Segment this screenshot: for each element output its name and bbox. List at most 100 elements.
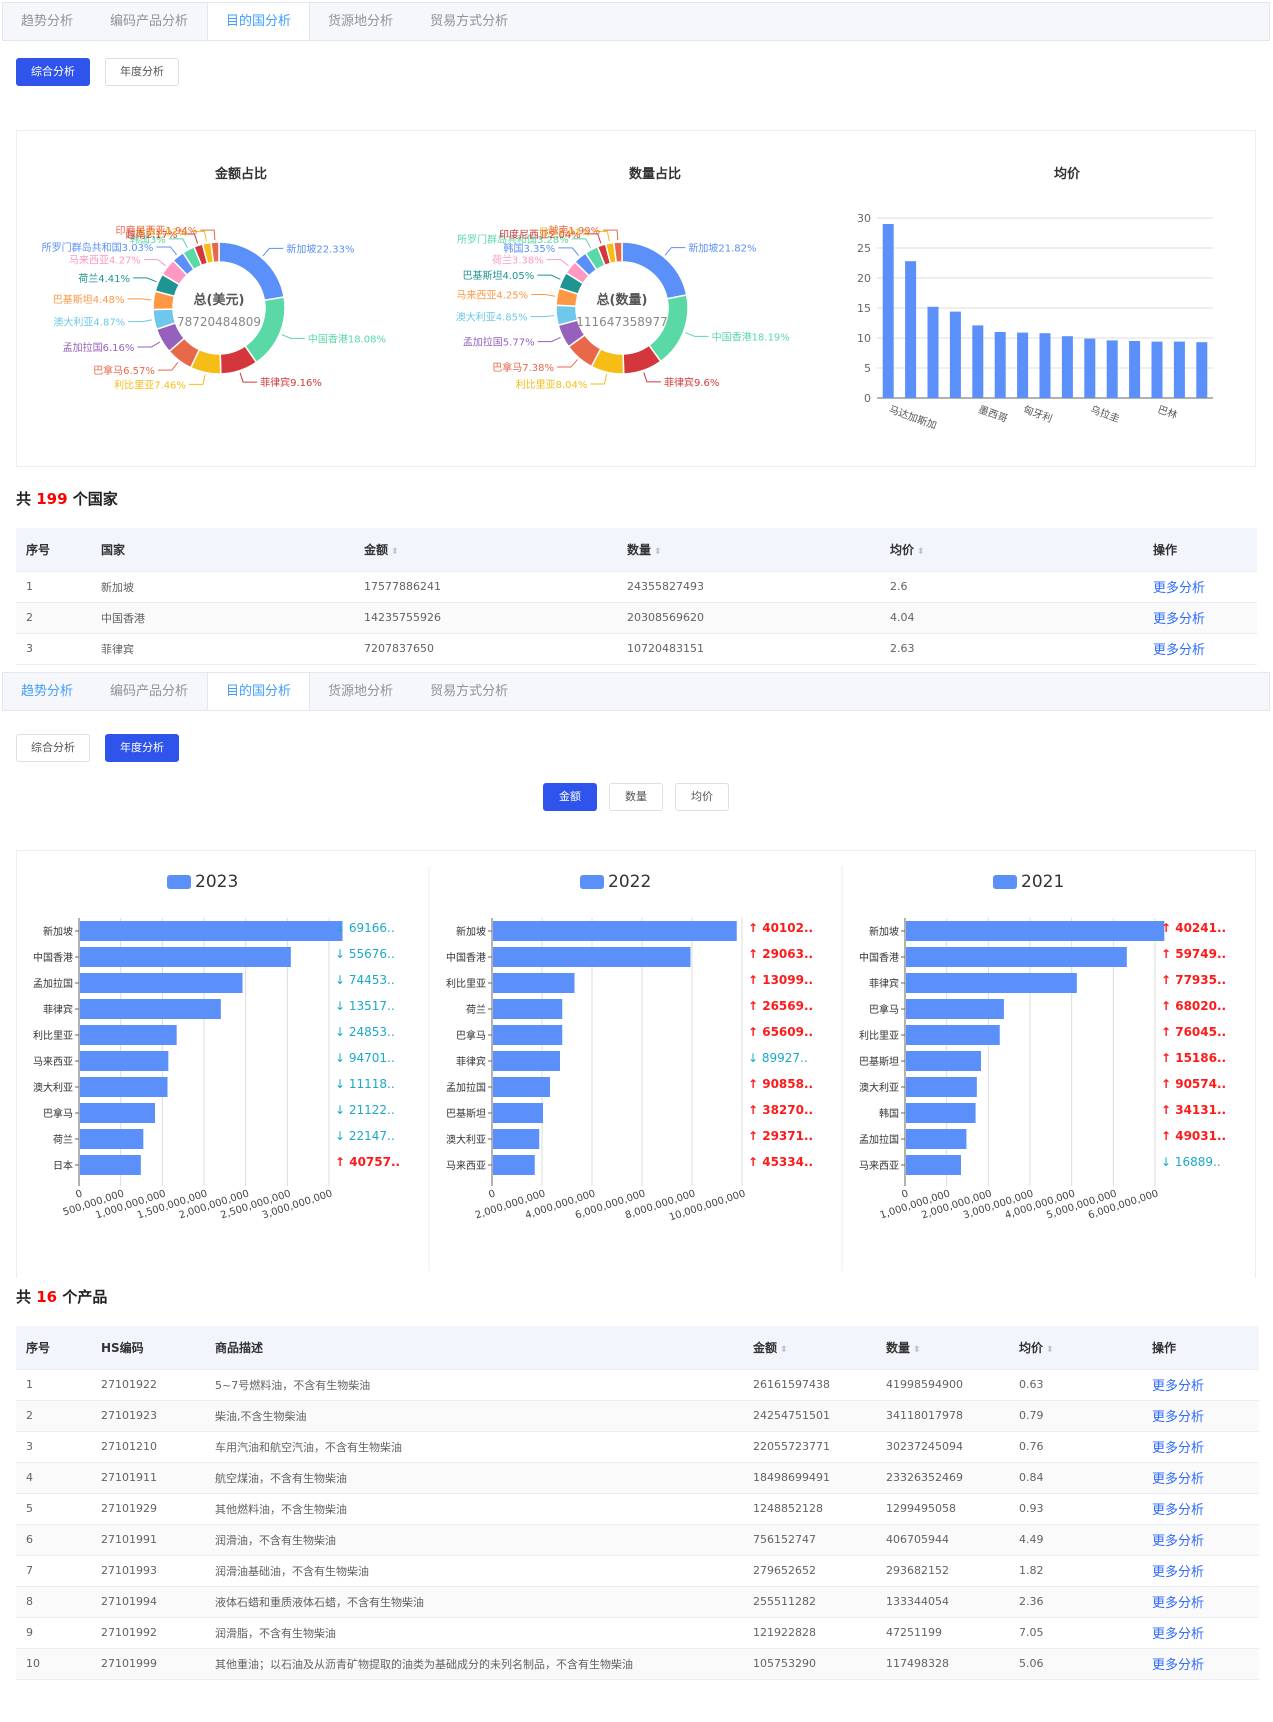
year-bar[interactable] bbox=[906, 999, 1004, 1019]
table-row: 8 27101994 液体石蜡和重质液体石蜡，不含有生物柴油 255511282 133… bbox=[16, 1586, 1259, 1618]
year-bar[interactable] bbox=[493, 1129, 540, 1149]
year-bar[interactable] bbox=[493, 1155, 535, 1175]
col-amount[interactable]: 金额 ⬍ bbox=[354, 528, 617, 572]
avg-price-bar[interactable] bbox=[1061, 336, 1073, 398]
yearly-analysis-button[interactable]: 年度分析 bbox=[105, 734, 179, 762]
yearly-analysis-button[interactable]: 年度分析 bbox=[105, 58, 179, 86]
avg-price-bar[interactable] bbox=[949, 311, 961, 398]
tab-trade-mode[interactable]: 贸易方式分析 bbox=[430, 684, 509, 699]
more-analysis-link[interactable]: 更多分析 bbox=[1152, 1441, 1205, 1456]
more-analysis-link[interactable]: 更多分析 bbox=[1152, 1658, 1205, 1673]
avg-price-bar[interactable] bbox=[994, 332, 1006, 398]
year-bar[interactable] bbox=[80, 999, 221, 1019]
more-analysis-link[interactable]: 更多分析 bbox=[1152, 1410, 1205, 1425]
year-bar[interactable] bbox=[80, 1051, 169, 1071]
col-avg[interactable]: 均价 ⬍ bbox=[1009, 1326, 1142, 1370]
more-analysis-link[interactable]: 更多分析 bbox=[1152, 1472, 1205, 1487]
year-bar[interactable] bbox=[906, 921, 1165, 941]
tab-source[interactable]: 货源地分析 bbox=[328, 684, 394, 699]
col-qty[interactable]: 数量 ⬍ bbox=[617, 528, 880, 572]
avg-price-bar[interactable] bbox=[1106, 340, 1118, 398]
avg-price-bar[interactable] bbox=[1129, 341, 1141, 398]
year-bar[interactable] bbox=[80, 921, 343, 941]
avg-price-bar[interactable] bbox=[1173, 341, 1185, 398]
more-analysis-link[interactable]: 更多分析 bbox=[1152, 1565, 1205, 1580]
year-bar[interactable] bbox=[80, 1129, 144, 1149]
avg-price-bar[interactable] bbox=[1039, 333, 1051, 398]
more-analysis-link[interactable]: 更多分析 bbox=[1152, 1627, 1205, 1642]
year-bar[interactable] bbox=[80, 947, 291, 967]
more-analysis-link[interactable]: 更多分析 bbox=[1152, 1534, 1205, 1549]
avg-price-bar[interactable] bbox=[905, 261, 917, 398]
metric-amount-button[interactable]: 金额 bbox=[543, 783, 597, 811]
year-bar[interactable] bbox=[906, 1103, 976, 1123]
yoy-change-label: ↓ 21122.. bbox=[335, 1103, 395, 1117]
metric-avg-button[interactable]: 均价 bbox=[675, 783, 729, 811]
avg-price-bar[interactable] bbox=[1196, 342, 1208, 398]
donut-leader-line bbox=[239, 372, 258, 383]
avg-price-bar[interactable] bbox=[1017, 332, 1029, 398]
year-bar[interactable] bbox=[493, 999, 563, 1019]
tab-source[interactable]: 货源地分析 bbox=[328, 14, 394, 29]
year-bar[interactable] bbox=[80, 1025, 177, 1045]
table-cell: 2 bbox=[16, 602, 91, 634]
avg-price-bar[interactable] bbox=[1084, 338, 1096, 398]
overall-analysis-button[interactable]: 综合分析 bbox=[16, 734, 90, 762]
col-avg[interactable]: 均价 ⬍ bbox=[880, 528, 1143, 572]
more-analysis-link[interactable]: 更多分析 bbox=[1153, 643, 1206, 658]
donut-label: 韩国3% bbox=[130, 233, 166, 246]
year-bar[interactable] bbox=[906, 947, 1127, 967]
table-cell: 1 bbox=[16, 571, 91, 603]
year-bar[interactable] bbox=[493, 947, 691, 967]
donut-label: 越南1.99% bbox=[548, 224, 600, 237]
avg-price-bar[interactable] bbox=[927, 306, 939, 398]
donut-label: 巴拿马6.57% bbox=[93, 364, 155, 377]
avg-price-bar[interactable] bbox=[882, 224, 894, 398]
tab-destination[interactable]: 目的国分析 bbox=[207, 3, 311, 40]
y-tick-label: 30 bbox=[857, 212, 871, 225]
tab-hs-product[interactable]: 编码产品分析 bbox=[110, 14, 189, 29]
y-category-label: 新加坡 bbox=[869, 925, 899, 938]
metric-qty-button[interactable]: 数量 bbox=[609, 783, 663, 811]
x-tick-label: 乌拉圭 bbox=[1089, 403, 1122, 425]
overall-analysis-button[interactable]: 综合分析 bbox=[16, 58, 90, 86]
year-bar[interactable] bbox=[906, 1077, 977, 1097]
year-bar[interactable] bbox=[493, 1025, 563, 1045]
year-2023-bar-chart: 20230500,000,0001,000,000,0001,500,000,0… bbox=[33, 866, 430, 1271]
year-bar[interactable] bbox=[493, 1077, 550, 1097]
table-cell: 润滑油基础油，不含有生物柴油 bbox=[205, 1555, 743, 1587]
more-analysis-link[interactable]: 更多分析 bbox=[1152, 1596, 1205, 1611]
table-cell-action: 更多分析 bbox=[1142, 1462, 1259, 1494]
more-analysis-link[interactable]: 更多分析 bbox=[1152, 1379, 1205, 1394]
tab-hs-product[interactable]: 编码产品分析 bbox=[110, 684, 189, 699]
year-bar[interactable] bbox=[493, 1103, 543, 1123]
yoy-change-label: ↑ 49031.. bbox=[1161, 1129, 1226, 1143]
col-qty[interactable]: 数量 ⬍ bbox=[876, 1326, 1009, 1370]
year-bar[interactable] bbox=[906, 1155, 961, 1175]
year-bar[interactable] bbox=[80, 1077, 168, 1097]
year-bar[interactable] bbox=[80, 1103, 155, 1123]
year-bar[interactable] bbox=[493, 973, 575, 993]
year-bar[interactable] bbox=[906, 1129, 967, 1149]
year-bar[interactable] bbox=[906, 1051, 981, 1071]
year-bar[interactable] bbox=[906, 1025, 1000, 1045]
avg-price-bar[interactable] bbox=[972, 325, 984, 398]
table-cell: 2.6 bbox=[880, 571, 1143, 603]
year-bar[interactable] bbox=[80, 973, 243, 993]
col-amount[interactable]: 金额 ⬍ bbox=[743, 1326, 876, 1370]
more-analysis-link[interactable]: 更多分析 bbox=[1152, 1503, 1205, 1518]
table-cell-action: 更多分析 bbox=[1142, 1524, 1259, 1556]
tab-trend[interactable]: 趋势分析 bbox=[21, 684, 74, 699]
year-bar[interactable] bbox=[906, 973, 1077, 993]
year-bar[interactable] bbox=[493, 921, 737, 941]
tab-destination[interactable]: 目的国分析 bbox=[207, 673, 311, 710]
avg-price-bar[interactable] bbox=[1151, 341, 1163, 398]
year-bar[interactable] bbox=[80, 1155, 141, 1175]
tab-trend[interactable]: 趋势分析 bbox=[21, 14, 74, 29]
year-bar[interactable] bbox=[493, 1051, 560, 1071]
tab-trade-mode[interactable]: 贸易方式分析 bbox=[430, 14, 509, 29]
more-analysis-link[interactable]: 更多分析 bbox=[1153, 612, 1206, 627]
donut-leader-line bbox=[537, 274, 561, 280]
table-cell: 润滑油，不含有生物柴油 bbox=[205, 1524, 743, 1556]
more-analysis-link[interactable]: 更多分析 bbox=[1153, 581, 1206, 596]
